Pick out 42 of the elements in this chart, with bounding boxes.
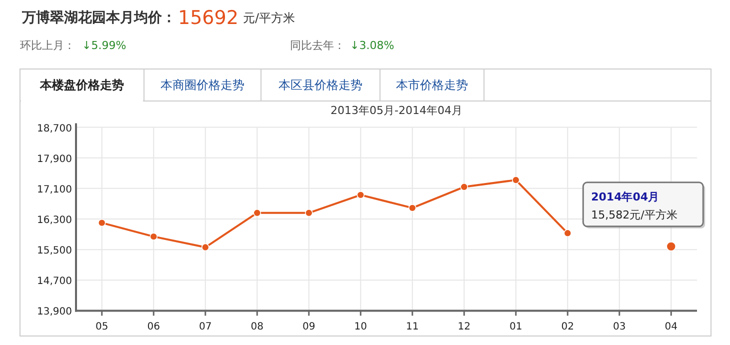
annotation: 2014年04月 15,582元/平方米 <box>591 190 678 222</box>
point <box>98 218 106 227</box>
x-tick-label: 01 <box>510 322 522 333</box>
x-tick-label: 03 <box>613 322 626 333</box>
y-tick-label: 18,700 <box>37 123 72 134</box>
text: 环比上月： <box>20 39 75 52</box>
chart-subtitle: 2013年05月-2014年04月 <box>330 104 462 117</box>
y-tick-label: 16,300 <box>37 215 72 226</box>
x-tick-label: 11 <box>406 322 419 333</box>
x-tick-label: 02 <box>561 322 574 333</box>
text: 本商圈价格走势 <box>160 78 244 92</box>
text: 本楼盘价格走势 <box>39 78 124 92</box>
x-tick-label: 07 <box>199 322 212 333</box>
point <box>512 176 520 184</box>
x-tick-label: 12 <box>458 322 470 333</box>
text: 15692 <box>178 7 238 29</box>
x-tick-label: 06 <box>147 322 160 333</box>
text: 本市价格走势 <box>396 78 468 92</box>
text: ↓5.99% <box>82 39 126 52</box>
x-tick-label: 04 <box>664 322 678 333</box>
y-tick-label: 17,900 <box>37 154 72 165</box>
point <box>150 232 158 240</box>
point <box>408 204 416 212</box>
point <box>201 243 210 252</box>
y-tick-label: 17,100 <box>37 184 72 196</box>
point <box>356 191 365 199</box>
y-tick-label: 14,700 <box>37 276 72 288</box>
x-tick-label: 05 <box>96 322 108 333</box>
chart-title: 万博翠湖花园本月均价： <box>21 10 176 26</box>
text: 同比去年： <box>290 39 345 52</box>
y-tick-label: 15,500 <box>37 246 72 257</box>
x-tick-label: 08 <box>250 322 264 333</box>
x-tick-label: 09 <box>302 322 316 333</box>
point <box>253 208 262 217</box>
text: ↓3.08% <box>350 39 394 52</box>
point <box>460 183 468 191</box>
x-tick-label: 10 <box>354 322 367 333</box>
point <box>564 229 572 238</box>
y-tick-label: 13,900 <box>37 306 72 318</box>
text: 本区县价格走势 <box>278 78 362 92</box>
point <box>304 208 313 217</box>
text: 元/平方米 <box>243 11 296 25</box>
